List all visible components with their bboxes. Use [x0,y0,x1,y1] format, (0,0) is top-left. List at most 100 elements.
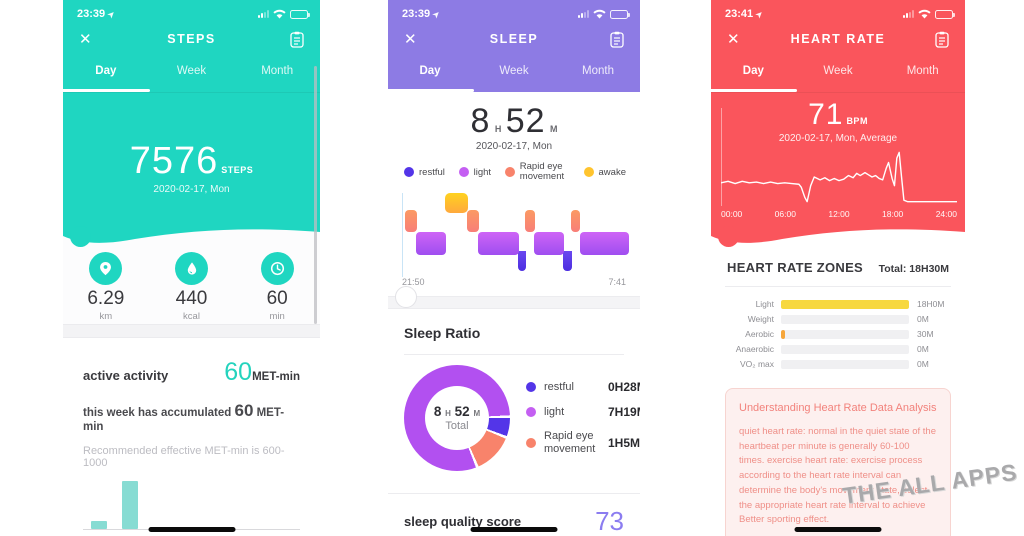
zone-label: VO₂ max [740,359,774,369]
activity-bar-slot [238,474,269,529]
calories-value: 440 [175,288,208,309]
zone-label: Light [755,299,774,309]
light-dot-icon [458,167,469,178]
cellular-signal-icon [578,10,589,18]
wifi-icon [273,9,286,19]
sleep-screen: 23:39 ➤ ✕ SLEEP Day Week Month 8 H 52 M 2… [388,0,640,536]
zone-value: 0M [917,314,929,324]
close-icon[interactable]: ✕ [404,31,417,48]
score-label: sleep quality score [404,513,522,529]
drag-knob[interactable] [718,226,739,247]
ratio-row-restful: restful0H28M [526,380,640,394]
home-indicator[interactable] [148,527,235,532]
heart-hero: 71 BPM 2020-02-17, Mon, Average 00:00 06:… [711,92,965,247]
zone-bar [781,329,909,339]
status-bar: 23:41 ➤ [711,0,965,22]
active-tab-underline [63,89,151,92]
drag-knob[interactable] [70,226,91,247]
tab-day[interactable]: Day [742,65,764,77]
hypnogram-start-time: 21:50 [402,276,425,287]
zone-value: 0M [917,359,929,369]
ratio-row-light: light7H19M [526,405,640,419]
close-icon[interactable]: ✕ [79,31,92,48]
home-indicator[interactable] [470,527,558,532]
calories-unit: kcal [183,311,200,322]
hours-unit: H [494,124,502,134]
report-icon[interactable] [290,31,304,48]
x-axis-label: 18:00 [882,209,904,219]
steps-stats-card: 6.29 km 440 kcal 60 min [63,246,320,324]
stat-duration: 60 min [234,252,320,324]
zone-row: Light 18H0M [725,299,951,309]
heart-rate-zones-card: HEART RATE ZONES Total: 18H30M Light 18H0… [711,246,965,384]
zone-value: 18H0M [917,299,945,309]
close-icon[interactable]: ✕ [727,31,740,48]
rem-dot-icon [504,167,515,178]
zone-label: Aerobic [745,329,774,339]
zone-row: Aerobic 30M [725,329,951,339]
clock-icon [260,252,294,285]
activity-bar-slot [176,474,207,529]
scrollbar[interactable] [314,66,317,324]
tab-month[interactable]: Month [582,65,614,77]
hypnogram-segment-rem [466,210,479,232]
hypnogram-end-time: 7:41 [608,276,626,287]
sleep-duration: 8 H 52 M 2020-02-17, Mon [388,92,640,152]
duration-value: 60 [266,288,288,309]
hypnogram-y-axis [402,192,403,277]
battery-icon [290,9,310,19]
active-tab-underline [711,89,798,92]
activity-bar-slot [114,474,145,529]
donut-center-label: 8 H 52 M Total [433,403,481,432]
cellular-signal-icon [258,10,269,18]
hypnogram-plot [405,192,630,271]
bpm-unit: BPM [846,116,868,126]
legend-light: light [458,167,491,178]
zone-bar [781,344,909,354]
steps-header: 23:39 ➤ ✕ STEPS Day Week Month [63,0,320,92]
heart-header: 23:41 ➤ ✕ HEART RATE Day Week Month [711,0,965,92]
drag-knob[interactable] [395,285,417,308]
section-gap [388,285,640,309]
status-time: 23:39 [402,8,431,20]
page-title: STEPS [167,32,216,46]
ratio-legend: restful0H28M light7H19M Rapid eye moveme… [526,380,640,455]
heart-rate-screen: 23:41 ➤ ✕ HEART RATE Day Week Month 71 BP… [711,0,965,536]
period-tabs: Day Week Month [388,56,640,86]
tab-month[interactable]: Month [261,65,294,77]
hypnogram-segment-light [416,231,446,256]
activity-bar-slot [207,474,238,529]
tab-week[interactable]: Week [823,65,853,77]
tab-week[interactable]: Week [176,65,207,77]
page-title: SLEEP [489,32,539,46]
wifi-icon [593,9,606,19]
activity-bar [121,481,138,529]
status-time: 23:39 [77,8,106,20]
hypnogram-segment-rem [405,210,417,232]
sleep-ratio-card: Sleep Ratio 8 H 52 M Total restful0H28M … [388,308,640,481]
info-box-body: quiet heart rate: normal in the quiet st… [739,426,936,526]
heart-line [721,152,957,201]
section-gap [63,324,320,338]
page-title: HEART RATE [790,32,886,46]
report-icon[interactable] [610,31,624,48]
tab-day[interactable]: Day [419,65,441,77]
zones-total: Total: 18H30M [878,263,949,275]
tab-month[interactable]: Month [906,65,939,77]
zone-label: Weight [747,314,774,324]
restful-dot-icon [404,167,414,178]
hypnogram-segment-restful [563,250,572,271]
location-arrow-icon: ➤ [430,8,443,20]
tab-day[interactable]: Day [95,65,117,77]
home-indicator[interactable] [794,527,882,532]
heart-chart-y-axis [721,108,722,206]
report-icon[interactable] [935,31,949,48]
zones-title: HEART RATE ZONES [727,260,864,275]
stat-calories: 440 kcal [149,252,235,324]
zone-label: Anaerobic [735,344,774,354]
zone-row: Weight 0M [725,314,951,324]
zone-value: 30M [917,329,934,339]
tab-week[interactable]: Week [499,65,529,77]
zone-bar [781,299,909,309]
location-pin-icon [89,252,123,285]
